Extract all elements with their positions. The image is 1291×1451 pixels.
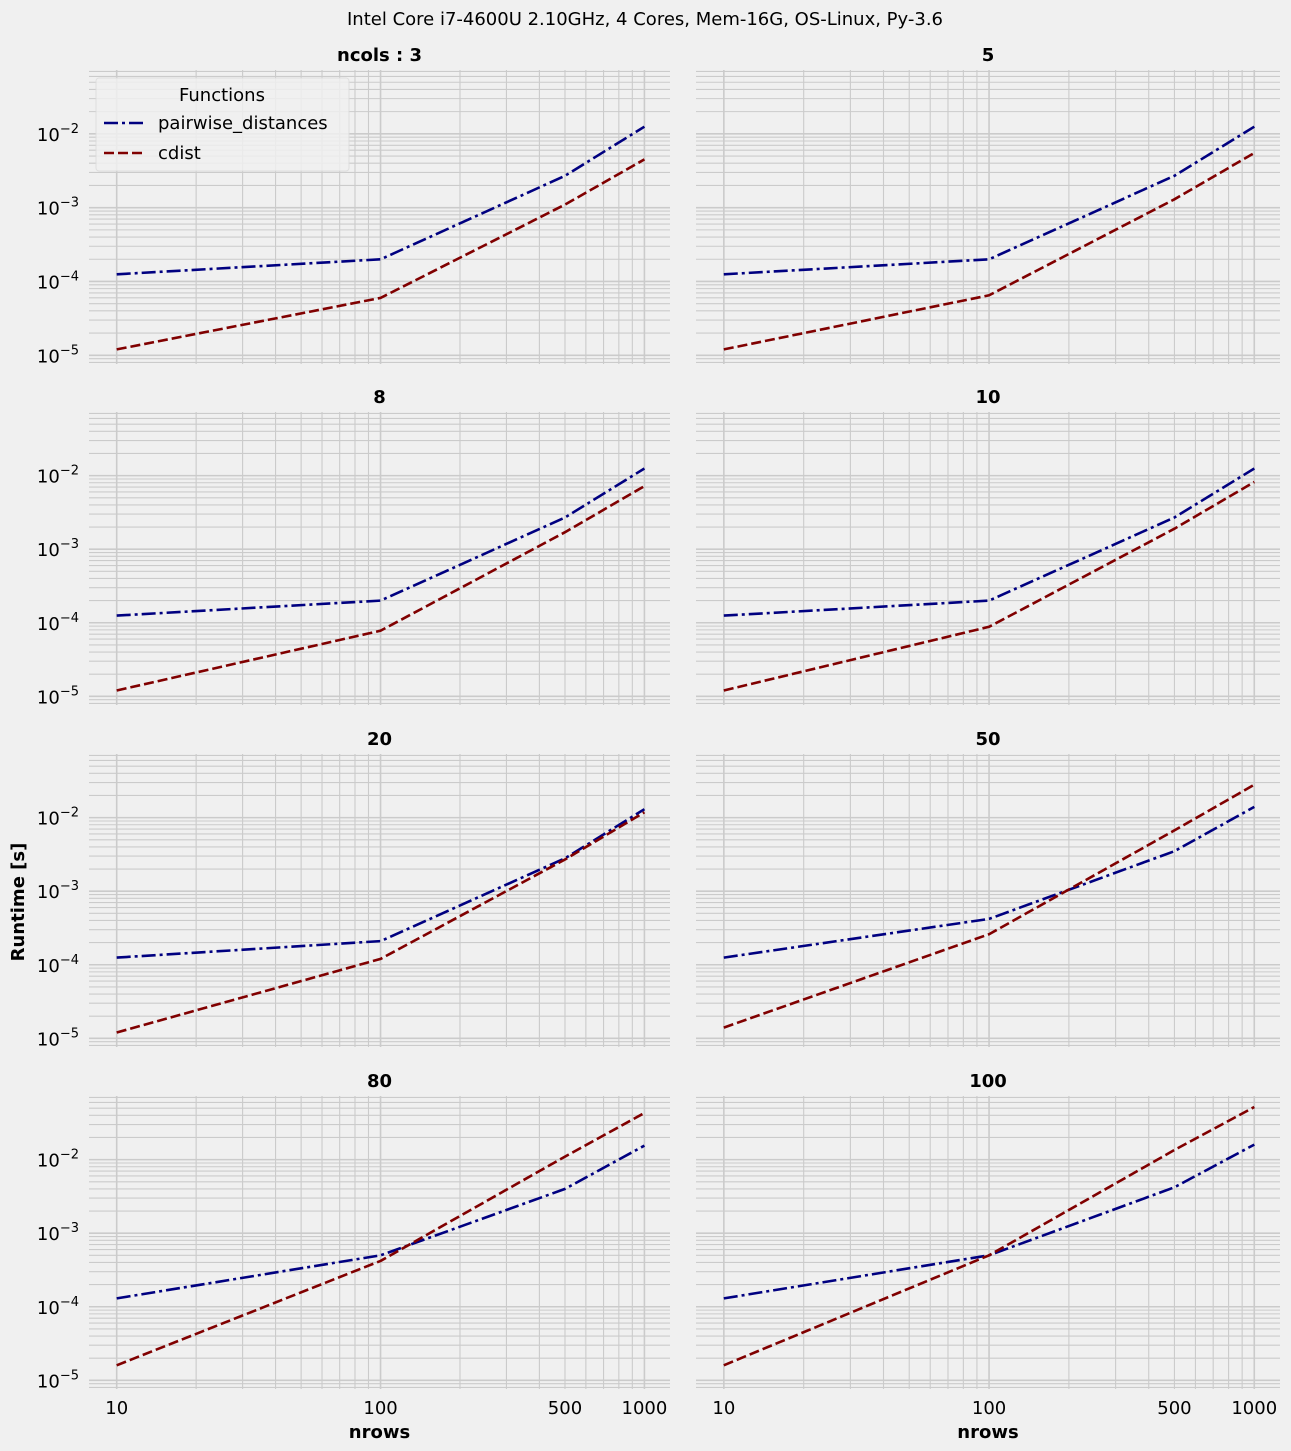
series-line-cdist: [723, 783, 1255, 1029]
y-tick-exponent: −3: [60, 196, 79, 211]
y-tick-exponent: −5: [60, 684, 79, 699]
y-tick-label: 10−5: [37, 343, 79, 367]
y-tick-base: 10: [37, 199, 60, 220]
panel-1: ncols : 310−510−410−310−2: [37, 45, 670, 367]
y-tick-exponent: −2: [60, 122, 79, 137]
y-tick-exponent: −5: [60, 343, 79, 358]
y-tick-label: 10−5: [37, 1026, 79, 1050]
y-tick-label: 10−2: [37, 464, 79, 488]
y-tick-base: 10: [37, 540, 60, 561]
panel-title: ncols : 3: [337, 45, 422, 66]
y-tick-exponent: −3: [60, 537, 79, 552]
y-tick-exponent: −2: [60, 806, 79, 821]
series-line-pairwise-distances: [723, 467, 1255, 617]
series-line-cdist: [723, 1105, 1255, 1367]
y-tick-base: 10: [37, 614, 60, 635]
x-tick-label: 100: [363, 1398, 397, 1419]
y-tick-exponent: −2: [60, 464, 79, 479]
panel-title: 100: [969, 1071, 1007, 1092]
legend-label: pairwise_distances: [158, 113, 328, 134]
panel-title: 80: [367, 1071, 392, 1092]
series-line-cdist: [116, 811, 646, 1034]
y-tick-exponent: −3: [60, 1221, 79, 1236]
series-line-cdist: [723, 151, 1255, 351]
y-tick-label: 10−3: [37, 537, 79, 561]
x-tick-label: 100: [972, 1398, 1006, 1419]
y-tick-base: 10: [37, 1371, 60, 1392]
panels: ncols : 310−510−410−310−25810−510−410−31…: [37, 45, 1280, 1443]
y-tick-label: 10−3: [37, 879, 79, 903]
panel-title: 10: [975, 387, 1000, 408]
series-line-cdist: [116, 484, 646, 692]
y-tick-label: 10−4: [37, 1295, 79, 1319]
x-tick-label: 1000: [622, 1398, 668, 1419]
series-line-pairwise-distances: [116, 808, 646, 959]
series-line-pairwise-distances: [723, 1143, 1255, 1300]
y-tick-base: 10: [37, 1029, 60, 1050]
y-tick-base: 10: [37, 687, 60, 708]
y-tick-label: 10−4: [37, 269, 79, 293]
y-tick-exponent: −2: [60, 1148, 79, 1163]
y-tick-label: 10−2: [37, 1148, 79, 1172]
y-tick-label: 10−3: [37, 1221, 79, 1245]
y-tick-label: 10−5: [37, 1368, 79, 1392]
series-line-pairwise-distances: [723, 125, 1255, 276]
series-line-pairwise-distances: [116, 1144, 646, 1300]
y-tick-base: 10: [37, 1298, 60, 1319]
panel-3: 810−510−410−310−2: [37, 387, 670, 708]
panel-8: 100 10 100 500 1000 nrows: [696, 1071, 1280, 1443]
x-tick-label: 10: [712, 1398, 735, 1419]
y-tick-label: 10−4: [37, 953, 79, 977]
y-tick-base: 10: [37, 467, 60, 488]
y-tick-exponent: −4: [60, 269, 79, 284]
panel-6: 50: [696, 729, 1280, 1047]
y-tick-exponent: −4: [60, 953, 79, 968]
x-tick-label: 500: [1157, 1398, 1191, 1419]
panel-title: 8: [373, 387, 386, 408]
y-tick-label: 10−5: [37, 684, 79, 708]
y-tick-exponent: −5: [60, 1368, 79, 1383]
y-tick-base: 10: [37, 1151, 60, 1172]
y-tick-exponent: −5: [60, 1026, 79, 1041]
panel-2: 5: [696, 45, 1280, 364]
y-tick-base: 10: [37, 809, 60, 830]
series-line-pairwise-distances: [723, 805, 1255, 959]
y-tick-base: 10: [37, 1224, 60, 1245]
series-line-pairwise-distances: [116, 125, 646, 276]
y-tick-exponent: −4: [60, 611, 79, 626]
panel-title: 50: [975, 729, 1000, 750]
y-tick-base: 10: [37, 882, 60, 903]
x-tick-label: 1000: [1231, 1398, 1277, 1419]
panel-title: 20: [367, 729, 392, 750]
y-tick-base: 10: [37, 956, 60, 977]
x-axis-label: nrows: [349, 1422, 410, 1443]
figure-suptitle: Intel Core i7-4600U 2.10GHz, 4 Cores, Me…: [347, 9, 943, 30]
y-tick-label: 10−2: [37, 806, 79, 830]
y-tick-label: 10−3: [37, 196, 79, 220]
panel-4: 10: [696, 387, 1280, 705]
series-line-cdist: [116, 158, 646, 351]
panel-title: 5: [982, 45, 995, 66]
x-tick-label: 10: [105, 1398, 128, 1419]
y-tick-base: 10: [37, 272, 60, 293]
series-line-cdist: [116, 1111, 646, 1367]
y-axis-label: Runtime [s]: [8, 843, 29, 962]
y-tick-exponent: −4: [60, 1295, 79, 1310]
series-line-pairwise-distances: [116, 467, 646, 617]
y-tick-label: 10−2: [37, 122, 79, 146]
y-tick-label: 10−4: [37, 611, 79, 635]
legend-title: Functions: [179, 85, 265, 106]
y-tick-base: 10: [37, 346, 60, 367]
y-tick-base: 10: [37, 125, 60, 146]
legend-label: cdist: [158, 143, 201, 164]
legend-frame: [95, 77, 350, 172]
y-tick-exponent: −3: [60, 879, 79, 894]
x-tick-label: 500: [548, 1398, 582, 1419]
x-axis-label: nrows: [957, 1422, 1018, 1443]
